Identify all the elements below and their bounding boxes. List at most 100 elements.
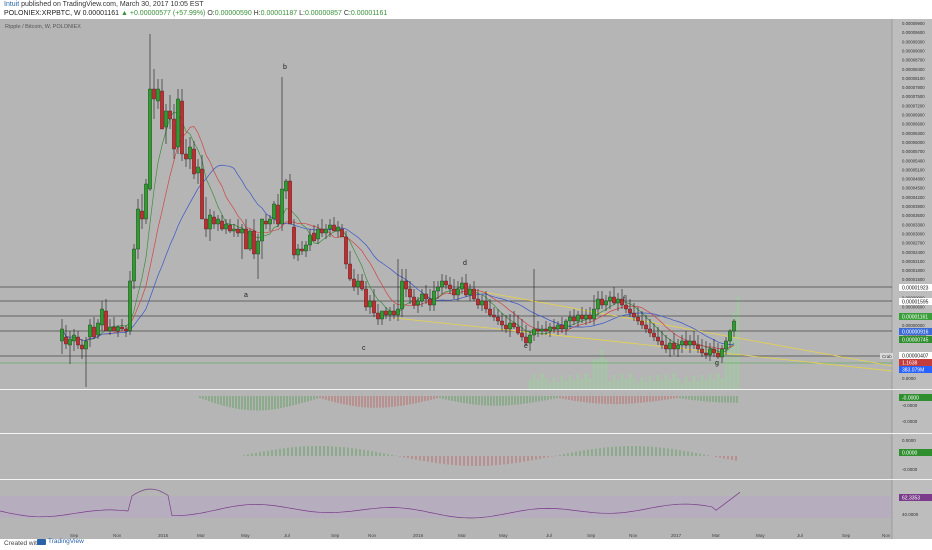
price-tick-label: 0.00005700 bbox=[902, 149, 925, 154]
volume-bar bbox=[580, 379, 584, 389]
candle-body bbox=[708, 348, 712, 356]
volume-bar bbox=[568, 375, 572, 389]
wave-labels: a b c d e f g bbox=[244, 64, 719, 367]
price-tick-label: 0.00006300 bbox=[902, 131, 925, 136]
candle-body bbox=[460, 282, 464, 290]
candle-body bbox=[576, 314, 580, 322]
price-tick-label: 0.00008400 bbox=[902, 67, 925, 72]
price-tick-label: 0.00005400 bbox=[902, 158, 925, 163]
candle-body bbox=[236, 228, 240, 234]
volume-bar bbox=[536, 379, 540, 389]
candle-body bbox=[84, 340, 88, 350]
volume-bar bbox=[664, 374, 668, 389]
rsi-badge: 62.3353 bbox=[902, 496, 920, 502]
candle-body bbox=[352, 278, 356, 288]
badge-level-2: 0.00001595 bbox=[902, 300, 929, 306]
candle-body bbox=[560, 324, 564, 330]
svg-text:0.0000: 0.0000 bbox=[902, 376, 916, 381]
price-pane[interactable] bbox=[0, 19, 892, 389]
candle-body bbox=[232, 228, 236, 232]
candle-body bbox=[284, 180, 288, 192]
price-tick-label: 0.00009600 bbox=[902, 30, 925, 35]
time-axis[interactable] bbox=[0, 528, 892, 542]
volume-bar bbox=[640, 377, 644, 389]
candle-body bbox=[412, 296, 416, 306]
candle-body bbox=[632, 312, 636, 318]
time-axis-labels: Sep Nov 2015 Mar May Jul Sep Nov 2016 Mar May Jul Se… bbox=[70, 533, 891, 538]
volume-bar bbox=[560, 376, 564, 389]
candle-body bbox=[532, 328, 536, 336]
candle-body bbox=[184, 153, 188, 160]
candle-body bbox=[484, 300, 488, 310]
time-tick-label: Jul bbox=[546, 533, 552, 538]
time-tick-label: Mar bbox=[197, 533, 205, 538]
volume-bar bbox=[632, 378, 636, 389]
svg-text:0.0000: 0.0000 bbox=[902, 438, 916, 443]
price-tick-label: 0.00000600 bbox=[902, 305, 925, 310]
volume-bar bbox=[716, 373, 720, 389]
candle-body bbox=[428, 298, 432, 306]
candle-body bbox=[144, 183, 148, 220]
candle-body bbox=[336, 226, 340, 232]
volume-bar bbox=[724, 345, 728, 389]
price-tick-label: 0.00003000 bbox=[902, 231, 925, 236]
indicator-scales: 0.0000 -0.0000 -0.0000 -0.0000 0.0000 0.… bbox=[899, 376, 932, 517]
price-tick-label: 0.00007500 bbox=[902, 94, 925, 99]
author-link[interactable]: Intuit bbox=[4, 1, 20, 8]
trend-lines bbox=[394, 290, 893, 372]
candle-body bbox=[588, 314, 592, 320]
candle-body bbox=[408, 288, 412, 298]
volume-bar bbox=[528, 380, 532, 389]
candle-body bbox=[268, 218, 272, 225]
candle-body bbox=[312, 232, 316, 242]
wave-label-f: f bbox=[623, 296, 625, 303]
price-tick-label: 0.00005100 bbox=[902, 167, 925, 172]
wave-label-a: a bbox=[244, 292, 248, 299]
chart-title: Ripple / Bitcoin, W, POLONIEX bbox=[5, 24, 81, 30]
candle-body bbox=[524, 336, 528, 344]
candle-body bbox=[200, 168, 204, 220]
candle-body bbox=[248, 230, 252, 250]
oscillator-pane[interactable] bbox=[0, 434, 892, 479]
candle-body bbox=[608, 296, 612, 302]
svg-text:40.0000: 40.0000 bbox=[902, 512, 919, 517]
candle-body bbox=[212, 216, 216, 225]
candle-body bbox=[464, 282, 468, 296]
candle-body bbox=[496, 316, 500, 322]
candle-body bbox=[616, 298, 620, 304]
svg-text:-0.0000: -0.0000 bbox=[902, 403, 918, 408]
price-tick-label: 0.00009000 bbox=[902, 48, 925, 53]
publish-text: published on TradingView.com, March 30, … bbox=[21, 1, 204, 8]
macd-badge: -0.0000 bbox=[902, 396, 919, 402]
candle-body bbox=[388, 310, 392, 316]
candle-body bbox=[652, 332, 656, 338]
candle-body bbox=[120, 326, 124, 330]
time-tick-label: 2017 bbox=[671, 533, 682, 538]
volume-bar bbox=[700, 375, 704, 389]
chart-area[interactable]: Ripple / Bitcoin, W, POLONIEX a b c d e … bbox=[0, 19, 932, 542]
oscillator-histogram bbox=[243, 446, 737, 466]
candle-body bbox=[680, 340, 684, 346]
candle-body bbox=[700, 348, 704, 354]
candle-body bbox=[260, 218, 264, 242]
volume-bar bbox=[588, 378, 592, 389]
crab-pattern-label: Crab bbox=[882, 354, 892, 359]
candle-body bbox=[152, 88, 156, 100]
candle-body bbox=[400, 280, 404, 310]
candle-body bbox=[424, 293, 428, 300]
candle-body bbox=[316, 228, 320, 240]
candle-body bbox=[604, 300, 608, 306]
candle-body bbox=[612, 296, 616, 304]
price-tick-label: 0.00003900 bbox=[902, 204, 925, 209]
volume-bar bbox=[712, 379, 716, 389]
candle-body bbox=[512, 322, 516, 328]
price-tick-label: 0.00006000 bbox=[902, 140, 925, 145]
time-tick-label: Nov bbox=[629, 533, 638, 538]
candle-body bbox=[368, 300, 372, 308]
candle-body bbox=[472, 288, 476, 300]
candle-body bbox=[220, 220, 224, 230]
tradingview-logo-link[interactable]: TradingView bbox=[37, 538, 84, 545]
candle-body bbox=[228, 224, 232, 232]
volume-bar bbox=[708, 374, 712, 389]
candle-body bbox=[568, 316, 572, 322]
